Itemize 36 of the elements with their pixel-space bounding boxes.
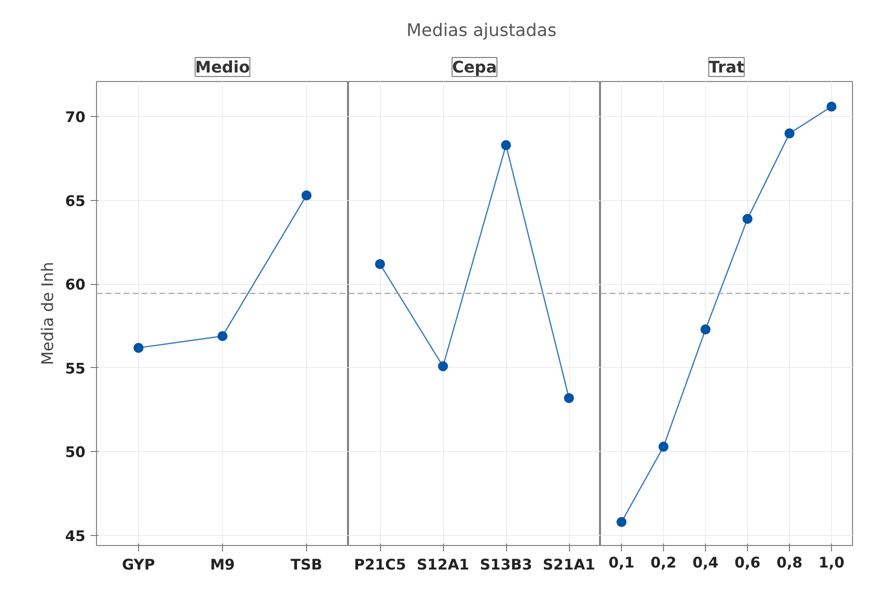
x-tick-label: TSB bbox=[290, 556, 322, 574]
point bbox=[742, 214, 752, 224]
x-tick-label: S13B3 bbox=[480, 556, 532, 574]
point bbox=[700, 324, 710, 334]
y-tick-label: 45 bbox=[65, 528, 86, 545]
y-tick-label: 70 bbox=[65, 109, 86, 126]
x-tick-label: M9 bbox=[210, 556, 235, 574]
x-tick-label: 0,2 bbox=[650, 554, 676, 572]
y-tick-label: 65 bbox=[65, 192, 86, 210]
y-axis-title: Media de Inh bbox=[38, 262, 58, 366]
point bbox=[218, 331, 228, 342]
point bbox=[616, 517, 626, 528]
point bbox=[501, 140, 511, 150]
x-tick-label: 0,1 bbox=[608, 554, 634, 572]
x-tick-label: S21A1 bbox=[542, 556, 596, 574]
chart-title: Medio bbox=[195, 58, 250, 76]
point bbox=[564, 393, 574, 404]
y-tick-label: 60 bbox=[65, 276, 86, 294]
point bbox=[658, 442, 668, 452]
x-tick-label: P21C5 bbox=[354, 556, 406, 574]
point bbox=[784, 128, 794, 138]
point bbox=[375, 259, 385, 270]
text: Medias ajustadas bbox=[406, 20, 557, 43]
point bbox=[438, 361, 448, 372]
x-tick-label: 0,6 bbox=[734, 554, 760, 572]
chart-title: Cepa bbox=[452, 58, 497, 76]
point bbox=[826, 102, 836, 112]
y-tick-label: 55 bbox=[65, 360, 86, 378]
x-tick-label: S12A1 bbox=[416, 556, 470, 574]
x-tick-label: GYP bbox=[122, 556, 156, 574]
y-tick-label: 50 bbox=[65, 444, 86, 462]
x-tick-label: 0,4 bbox=[692, 554, 718, 572]
x-tick-label: 1,0 bbox=[818, 554, 844, 572]
x-tick-label: 0,8 bbox=[776, 554, 802, 572]
point bbox=[134, 342, 144, 353]
point bbox=[302, 190, 312, 200]
